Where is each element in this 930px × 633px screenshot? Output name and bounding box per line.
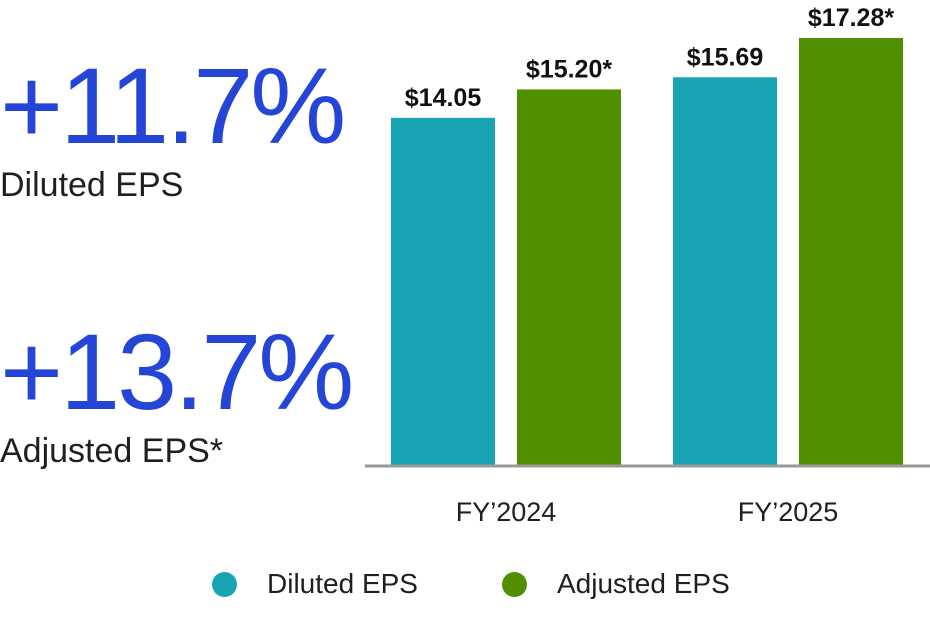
data-label-adjusted-1: $17.28* [808,4,894,32]
bar-diluted-0 [391,117,495,465]
adjusted-eps-growth: +13.7% [0,311,354,432]
eps-bar-chart: $14.05 $15.20* FY’2024 $15.69 $17.28* FY’2025 [365,4,930,527]
bar-adjusted-0 [517,89,621,466]
adjusted-legend-swatch [501,571,527,597]
category-label-0: FY’2024 [456,497,557,527]
diluted-eps-growth: +11.7% [0,45,346,166]
chart-legend: Diluted EPS Adjusted EPS [212,568,814,600]
bar-adjusted-1 [799,38,903,465]
category-label-1: FY’2025 [738,497,839,527]
legend-label-adjusted: Adjusted EPS [556,568,730,599]
diluted-legend-swatch [212,571,237,597]
diluted-eps-stat-label: Diluted EPS [0,166,184,204]
adjusted-eps-stat-label: Adjusted EPS* [0,432,224,470]
legend-label-diluted: Diluted EPS [267,568,418,599]
data-label-diluted-0: $14.05 [405,84,482,112]
data-label-adjusted-0: $15.20* [526,55,612,83]
diluted-eps-stat: +11.7% Diluted EPS [0,45,346,204]
legend-item-adjusted: Adjusted EPS [501,568,730,600]
data-label-diluted-1: $15.69 [687,43,763,71]
adjusted-eps-stat: +13.7% Adjusted EPS* [0,311,354,470]
legend-item-diluted: Diluted EPS [212,568,418,600]
bar-diluted-1 [673,77,777,466]
